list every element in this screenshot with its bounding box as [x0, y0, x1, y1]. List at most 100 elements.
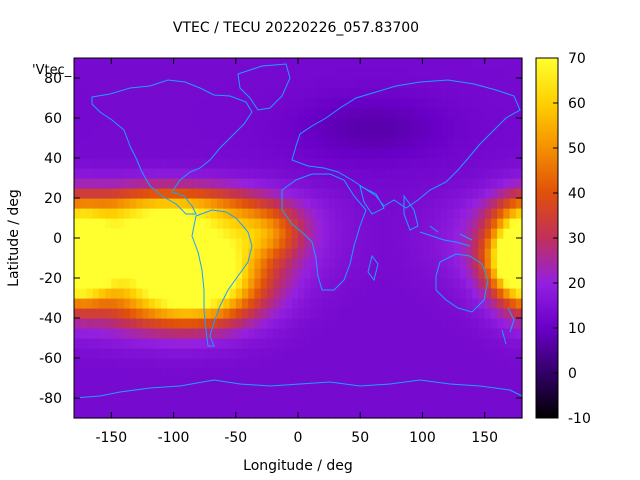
- heatmap-cell: [434, 258, 442, 269]
- heatmap-cell: [360, 248, 368, 259]
- heatmap-cell: [335, 108, 343, 119]
- heatmap-cell: [428, 358, 436, 369]
- heatmap-cell: [329, 68, 336, 79]
- heatmap-cell: [441, 158, 448, 169]
- heatmap-cell: [378, 98, 386, 109]
- heatmap-cell: [173, 228, 181, 239]
- heatmap-cell: [111, 238, 119, 249]
- heatmap-cell: [279, 368, 287, 379]
- heatmap-cell: [74, 118, 81, 129]
- heatmap-cell: [179, 248, 187, 259]
- heatmap-cell: [397, 98, 405, 109]
- heatmap-cell: [341, 208, 349, 219]
- heatmap-cell: [279, 68, 287, 79]
- heatmap-cell: [416, 108, 424, 119]
- colorbar-tick-label: 50: [568, 141, 586, 157]
- heatmap-cell: [105, 358, 112, 369]
- heatmap-cell: [453, 318, 461, 329]
- heatmap-cell: [173, 218, 181, 229]
- heatmap-cell: [98, 128, 106, 139]
- heatmap-cell: [310, 368, 318, 379]
- heatmap-cell: [98, 288, 106, 299]
- heatmap-cell: [254, 398, 262, 409]
- heatmap-cell: [285, 288, 293, 299]
- heatmap-cell: [235, 268, 243, 279]
- heatmap-cell: [397, 348, 405, 359]
- heatmap-cell: [161, 308, 168, 319]
- heatmap-cell: [161, 208, 168, 219]
- coastline-south-asia: [359, 185, 419, 231]
- heatmap-cell: [111, 288, 119, 299]
- heatmap-cell: [173, 408, 181, 419]
- heatmap-cell: [148, 218, 156, 229]
- heatmap-cell: [310, 88, 318, 99]
- heatmap-cell: [397, 118, 405, 129]
- heatmap-cell: [509, 228, 517, 239]
- heatmap-cell: [223, 98, 231, 109]
- heatmap-cell: [466, 358, 473, 369]
- heatmap-cell: [509, 338, 517, 349]
- heatmap-cell: [372, 198, 380, 209]
- heatmap-cell: [298, 198, 305, 209]
- heatmap-cell: [441, 178, 448, 189]
- heatmap-cell: [372, 368, 380, 379]
- heatmap-cell: [192, 168, 200, 179]
- heatmap-cell: [441, 278, 448, 289]
- heatmap-cell: [105, 208, 112, 219]
- heatmap-cell: [453, 338, 461, 349]
- heatmap-cell: [235, 398, 243, 409]
- heatmap-cell: [92, 308, 100, 319]
- heatmap-cell: [248, 158, 256, 169]
- heatmap-cell: [385, 398, 392, 409]
- heatmap-cell: [260, 288, 268, 299]
- heatmap-cell: [235, 358, 243, 369]
- heatmap-cell: [285, 218, 293, 229]
- heatmap-cell: [466, 98, 473, 109]
- heatmap-cell: [92, 238, 100, 249]
- heatmap-cell: [410, 138, 417, 149]
- heatmap-cell: [242, 178, 249, 189]
- heatmap-cell: [366, 268, 374, 279]
- heatmap-cell: [484, 258, 492, 269]
- heatmap-cell: [242, 278, 249, 289]
- heatmap-cell: [130, 58, 137, 69]
- heatmap-cell: [273, 348, 280, 359]
- heatmap-cell: [92, 258, 100, 269]
- heatmap-cell: [478, 258, 486, 269]
- heatmap-cell: [142, 368, 150, 379]
- heatmap-cell: [354, 308, 361, 319]
- heatmap-cell: [378, 398, 386, 409]
- heatmap-cell: [466, 328, 473, 339]
- heatmap-cell: [254, 368, 262, 379]
- heatmap-cell: [360, 68, 368, 79]
- heatmap-cell: [447, 98, 455, 109]
- heatmap-cell: [428, 298, 436, 309]
- heatmap-cell: [416, 248, 424, 259]
- heatmap-cell: [98, 298, 106, 309]
- heatmap-cell: [186, 288, 193, 299]
- heatmap-cell: [360, 178, 368, 189]
- heatmap-cell: [316, 348, 324, 359]
- heatmap-cell: [136, 318, 144, 329]
- heatmap-cell: [497, 398, 504, 409]
- heatmap-cell: [347, 158, 355, 169]
- heatmap-cell: [322, 168, 330, 179]
- heatmap-cell: [285, 268, 293, 279]
- heatmap-cell: [385, 108, 392, 119]
- heatmap-cell: [161, 378, 168, 389]
- heatmap-cell: [316, 378, 324, 389]
- heatmap-cell: [204, 408, 212, 419]
- heatmap-cell: [322, 108, 330, 119]
- heatmap-cell: [310, 398, 318, 409]
- heatmap-cell: [366, 378, 374, 389]
- heatmap-cell: [335, 228, 343, 239]
- heatmap-cell: [80, 288, 88, 299]
- heatmap-cell: [298, 88, 305, 99]
- heatmap-cell: [167, 208, 175, 219]
- heatmap-cell: [347, 208, 355, 219]
- heatmap-cell: [497, 388, 504, 399]
- heatmap-cell: [484, 188, 492, 199]
- heatmap-cell: [254, 238, 262, 249]
- heatmap-cell: [254, 178, 262, 189]
- heatmap-cell: [310, 158, 318, 169]
